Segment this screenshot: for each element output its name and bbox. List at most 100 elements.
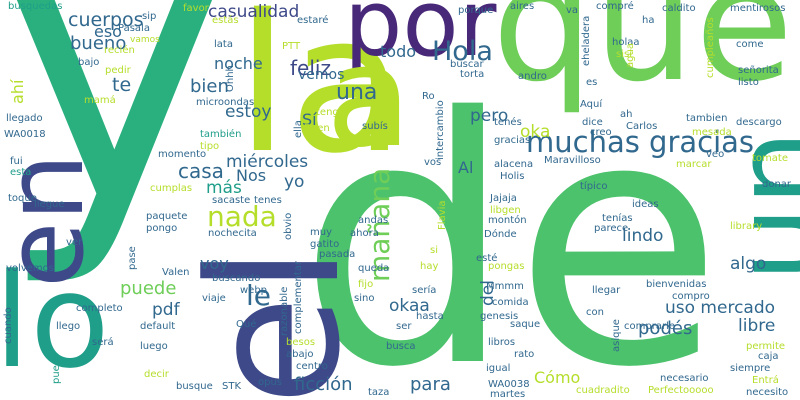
word-necesito: necesito	[746, 387, 789, 398]
word-pasada: pasada	[319, 249, 356, 260]
word-subis: subís	[362, 121, 388, 132]
word-esta: esta	[10, 167, 32, 178]
word-llegado: llegado	[6, 113, 43, 124]
word-porque: porque	[458, 5, 494, 16]
word-voy: voy	[200, 254, 229, 273]
word-ptt: PTT	[282, 41, 301, 52]
word-tenes: tenes	[254, 195, 282, 206]
word-senorita: señorita	[738, 65, 779, 76]
word-oka: oka	[520, 122, 551, 142]
word-dice: dice	[582, 117, 603, 128]
word-sera: será	[92, 337, 114, 348]
word-besos: besos	[286, 337, 316, 348]
word-abajo: abajo	[286, 349, 314, 360]
word-pongo: pongo	[146, 223, 178, 234]
word-estoy: estoy	[225, 102, 272, 122]
word-holaa: holaa	[612, 37, 640, 48]
word-ver: ver	[66, 237, 83, 248]
word-buen: Buen	[304, 123, 330, 134]
word-caldito: caldito	[662, 3, 696, 14]
word-complementar: complementar	[293, 260, 304, 334]
word-cuadradito: cuadradito	[576, 385, 630, 396]
word-luego: luego	[140, 341, 168, 352]
word-bajo: bajo	[78, 57, 100, 68]
word-ohhh: Ohhh	[225, 65, 236, 92]
word-tomate: tomate	[752, 153, 788, 164]
word-algo: algo	[730, 254, 767, 274]
word-busca: busca	[386, 341, 416, 352]
word-es: es	[586, 77, 598, 88]
word-todo: todo	[380, 42, 417, 61]
word-muchas-gracias: muchas gracias	[526, 125, 755, 159]
word-bueno: bueno	[70, 33, 127, 54]
word-caja: caja	[758, 351, 779, 362]
word-tengo: tengo	[316, 107, 345, 118]
word-tenes-acc: tenés	[494, 117, 522, 128]
word-hola: Hola	[432, 36, 493, 67]
word-compre: compré	[596, 1, 634, 12]
word-la: la	[236, 0, 406, 195]
word-pero: pero	[470, 106, 509, 126]
word-ahora: ahora	[350, 228, 379, 239]
word-centro: centro	[296, 361, 328, 372]
word-de: de	[298, 46, 723, 400]
word-ser: ser	[396, 321, 412, 332]
word-microondas: microondas	[196, 97, 255, 108]
word-taza: taza	[368, 387, 390, 398]
word-marcar: marcar	[676, 159, 712, 170]
word-monton: montón	[488, 215, 527, 226]
word-aqui: Aquí	[580, 99, 603, 110]
word-torta: torta	[460, 69, 485, 80]
word-nada: nada	[207, 200, 277, 233]
word-mentirosos: mentirosos	[730, 3, 786, 14]
word-eheladera: eheladera	[581, 15, 592, 66]
word-pedir: pedir	[105, 65, 131, 76]
word-tipico: típico	[580, 181, 608, 192]
word-va: va	[566, 5, 579, 16]
word-feliz: feliz	[290, 56, 331, 80]
word-llegue: llegue	[34, 199, 65, 210]
word-maravilloso: Maravilloso	[544, 155, 601, 166]
word-buscar: buscar	[450, 59, 484, 70]
word-alacena: alacena	[494, 159, 534, 170]
word-pase: pase	[127, 246, 138, 270]
word-ro: Ro	[422, 91, 435, 102]
word-para: para	[410, 374, 451, 395]
word-agua: agua	[625, 43, 636, 68]
word-tambien-acc: también	[200, 129, 242, 140]
word-stk: STK	[222, 381, 242, 392]
word-casa: casa	[178, 159, 224, 183]
word-tenias: tenías	[602, 213, 633, 224]
word-eso: eso	[94, 22, 122, 41]
word-ha: ha	[642, 15, 655, 26]
word-podes: podés	[638, 318, 693, 339]
word-yo: yo	[284, 172, 305, 192]
word-libgen: libgen	[490, 205, 521, 216]
word-si: si	[430, 245, 438, 256]
word-mesada: mesada	[692, 127, 732, 138]
word-gatito: gatito	[310, 239, 340, 250]
word-miercoles: miércoles	[226, 152, 309, 172]
word-pasala: Pasala	[118, 23, 150, 34]
word-tambien: tambien	[686, 113, 728, 124]
word-tipo: tipo	[200, 141, 220, 152]
word-rato: rato	[514, 349, 535, 360]
word-okaa: okaa	[389, 296, 430, 316]
word-busquedas: busquedas	[8, 1, 63, 12]
word-compro: compro	[672, 291, 710, 302]
word-como: Cómo	[534, 368, 581, 387]
word-volvemos: volvemos	[6, 263, 54, 274]
word-a: a	[326, 16, 412, 179]
word-pdf: pdf	[152, 300, 180, 320]
word-holis: Holis	[500, 171, 525, 182]
word-permite: permite	[746, 341, 786, 352]
word-sip: sip	[142, 11, 157, 22]
word-fui: fui	[10, 156, 23, 167]
word-favor: favor	[183, 3, 209, 14]
word-noche: noche	[214, 54, 263, 73]
word-lindo: lindo	[622, 226, 664, 246]
word-una: una	[336, 80, 378, 105]
word-vemos: vemos	[298, 67, 345, 83]
word-sino: sino	[354, 293, 375, 304]
word-ficcion: ficción	[294, 374, 353, 395]
